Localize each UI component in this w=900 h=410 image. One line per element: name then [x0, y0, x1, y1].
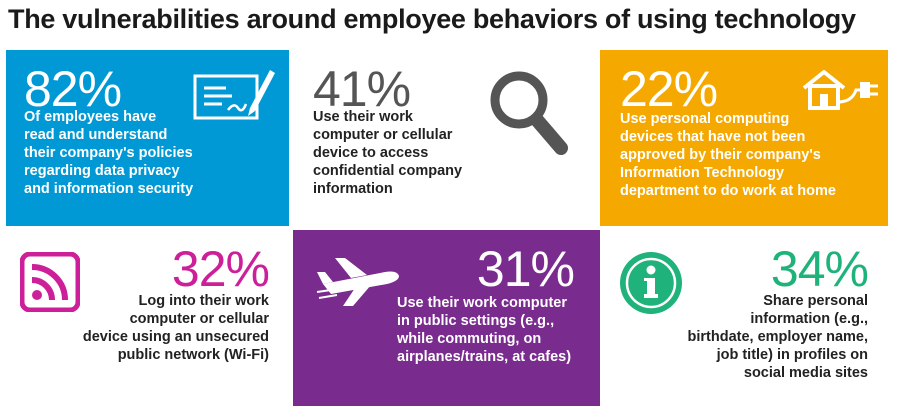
stat-description: Use their work computer in public settin… — [397, 295, 572, 365]
stat-description: Share personal information (e.g., birthd… — [687, 293, 869, 381]
stat-tile-social-media: 34% Share personal information (e.g., bi… — [600, 230, 888, 406]
stat-tile-unapproved-devices: 22% Use personal computing devices that … — [600, 50, 888, 226]
info-circle-icon — [620, 252, 682, 314]
stat-value: 31% — [476, 241, 575, 297]
airplane-icon — [316, 258, 399, 306]
stat-tile-unsecured-wifi: 32% Log into their work computer or cell… — [6, 230, 289, 406]
stat-tile-confidential-access: 41% Use their work computer or cellular … — [289, 50, 600, 226]
stat-description: Use their work computer or cellular devi… — [313, 109, 463, 197]
page-title: The vulnerabilities around employee beha… — [8, 4, 856, 34]
stat-value: 41% — [313, 61, 411, 117]
stat-value: 34% — [770, 241, 869, 297]
stat-description: Of employees have read and understand th… — [24, 109, 194, 197]
stat-description: Use personal computing devices that have… — [620, 111, 836, 199]
wifi-rss-icon — [20, 252, 80, 312]
stat-value: 22% — [620, 61, 718, 117]
house-plug-icon — [802, 70, 878, 110]
magnifying-glass-icon — [490, 71, 568, 155]
stat-value: 32% — [171, 241, 270, 297]
stat-tile-employees-policies: 82% Of employees have read and understan… — [6, 50, 289, 226]
signed-document-icon — [193, 70, 275, 120]
stat-description: Log into their work computer or cellular… — [82, 293, 269, 363]
stat-value: 82% — [24, 61, 122, 117]
stat-tile-public-settings: 31% Use their work computer in public se… — [293, 230, 600, 406]
